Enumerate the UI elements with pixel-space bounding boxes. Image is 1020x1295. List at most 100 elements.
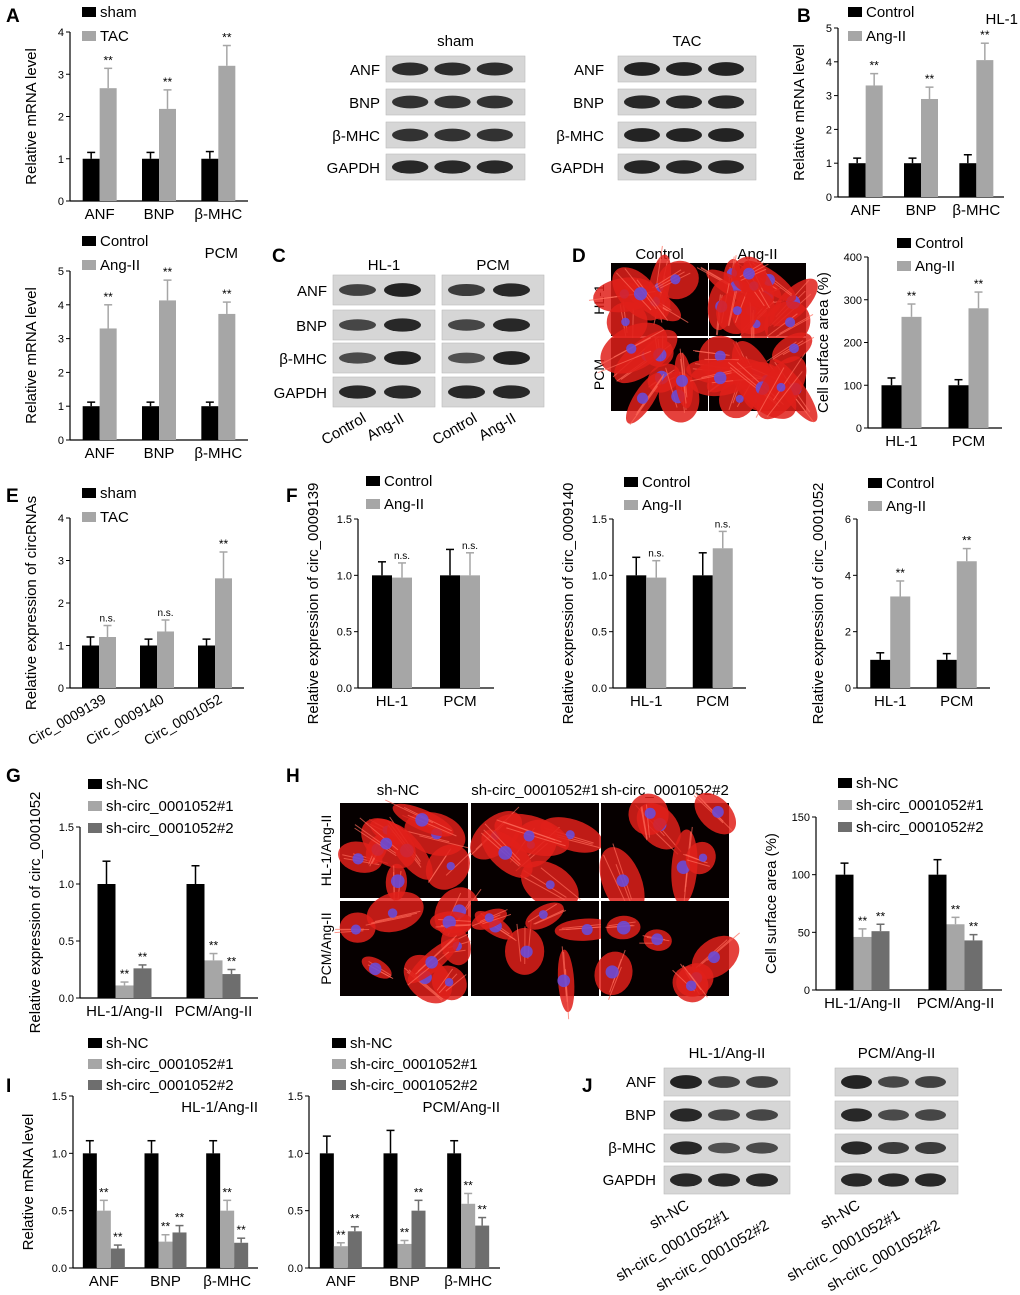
x-tick-label: ANF <box>326 1273 356 1290</box>
legend-swatch <box>82 512 96 522</box>
y-axis-label: Relative expression of circ_0009139 <box>305 483 322 725</box>
micrograph-column-label: Control <box>635 246 683 263</box>
blot-band <box>708 1173 740 1187</box>
blot-protein-label: ANF <box>626 1074 656 1091</box>
bar <box>626 575 647 688</box>
actin-fiber <box>506 827 566 847</box>
legend-swatch <box>88 1059 102 1069</box>
actin-fiber <box>407 951 450 986</box>
legend-label: sh-circ_0001052#1 <box>350 1056 478 1073</box>
cell-nucleus <box>732 306 742 316</box>
y-tick-label: 0 <box>856 423 862 435</box>
significance-label: ** <box>222 31 232 45</box>
x-tick-label: β-MHC <box>444 1273 492 1290</box>
significance-label: n.s. <box>157 608 173 619</box>
micrograph-row-label: HL-1/Ang-II <box>318 815 334 887</box>
y-tick-label: 3 <box>58 556 64 568</box>
y-axis-label: Relative expression of circ_0009140 <box>560 483 577 725</box>
bar <box>215 578 232 688</box>
significance-label: ** <box>969 920 979 934</box>
bar <box>142 406 159 440</box>
blot-band <box>434 160 471 174</box>
bar <box>201 158 219 201</box>
actin-fiber <box>534 909 567 925</box>
y-tick-label: 2 <box>826 124 832 136</box>
bar <box>82 645 99 688</box>
y-tick-label: 0 <box>804 985 810 997</box>
x-tick-label: BNP <box>906 202 937 219</box>
actin-fiber <box>728 291 737 326</box>
legend-label: sh-circ_0001052#2 <box>856 819 984 836</box>
bar <box>333 1246 348 1268</box>
x-tick-label: HL-1 <box>376 693 409 710</box>
y-tick-label: 1.5 <box>592 514 607 526</box>
bar <box>142 158 159 201</box>
cell-nucleus <box>446 861 455 871</box>
y-tick-label: 1.0 <box>337 570 352 582</box>
y-tick-label: 0.0 <box>52 1263 67 1275</box>
legend-label: sh-NC <box>106 1035 149 1052</box>
legend-swatch <box>838 800 852 810</box>
bar <box>157 631 174 688</box>
cell-nucleus <box>565 830 575 840</box>
y-axis-label: Relative mRNA level <box>20 1114 37 1251</box>
blot-band <box>476 62 513 76</box>
cell-nucleus <box>651 933 664 946</box>
significance-label: ** <box>103 53 113 67</box>
bar <box>447 1153 462 1268</box>
y-tick-label: 6 <box>845 514 851 526</box>
blot-band <box>392 62 429 76</box>
blot-group-title: PCM <box>476 257 509 274</box>
actin-fiber <box>608 966 622 1000</box>
blot-protein-label: BNP <box>573 95 604 112</box>
y-tick-label: 0.0 <box>59 993 74 1005</box>
bar <box>99 328 117 440</box>
micrograph-image <box>470 803 604 911</box>
actin-fiber <box>772 352 806 401</box>
significance-label: ** <box>175 1211 185 1225</box>
y-tick-label: 1.0 <box>288 1148 303 1160</box>
actin-fiber <box>520 874 565 901</box>
bar <box>140 645 157 688</box>
micrograph-image <box>588 245 708 343</box>
bar <box>475 1225 490 1268</box>
cell-nucleus <box>685 980 697 992</box>
blot-band <box>666 128 702 142</box>
chart-title: HL-1/Ang-II <box>181 1099 258 1116</box>
legend-label: Control <box>384 473 432 490</box>
chart-title: PCM/Ang-II <box>422 1099 500 1116</box>
chart-title: HL-1 <box>985 11 1018 28</box>
significance-label: ** <box>336 1228 346 1242</box>
blot-band <box>708 1142 740 1154</box>
cell-nucleus <box>390 874 405 888</box>
blot-band <box>915 1076 946 1088</box>
significance-label: ** <box>209 939 219 953</box>
blot-band <box>708 62 744 76</box>
chart-h: sh-NC sh-circ_0001052#1 sh-circ_0001052#2 0… <box>763 775 1002 1012</box>
x-tick-label: PCM <box>952 433 985 450</box>
bar <box>712 548 733 688</box>
cell-nucleus <box>712 806 724 818</box>
legend-label: sh-circ_0001052#1 <box>106 1056 234 1073</box>
micrograph-image <box>334 887 482 1004</box>
blot-band <box>384 351 421 365</box>
bar <box>835 874 854 990</box>
blot-band <box>746 1142 778 1154</box>
micrograph-image <box>471 901 617 1020</box>
actin-fiber <box>772 340 804 360</box>
y-tick-label: 1 <box>826 158 832 170</box>
blot-band <box>624 62 660 76</box>
y-tick-label: 4 <box>58 27 64 39</box>
bar <box>158 1241 173 1268</box>
significance-label: n.s. <box>715 519 731 530</box>
significance-label: ** <box>463 1178 473 1192</box>
panel-letter-j: J <box>582 1076 593 1097</box>
significance-label: ** <box>163 75 173 89</box>
chart-a2: Control Ang-II PCM 0 1 2 3 4 5 Relative mRNA leve… <box>23 233 248 462</box>
x-tick-label: BNP <box>150 1273 181 1290</box>
significance-label: ** <box>980 28 990 42</box>
blot-band <box>624 160 660 174</box>
y-tick-label: 2 <box>845 627 851 639</box>
y-tick-label: 400 <box>844 252 862 264</box>
